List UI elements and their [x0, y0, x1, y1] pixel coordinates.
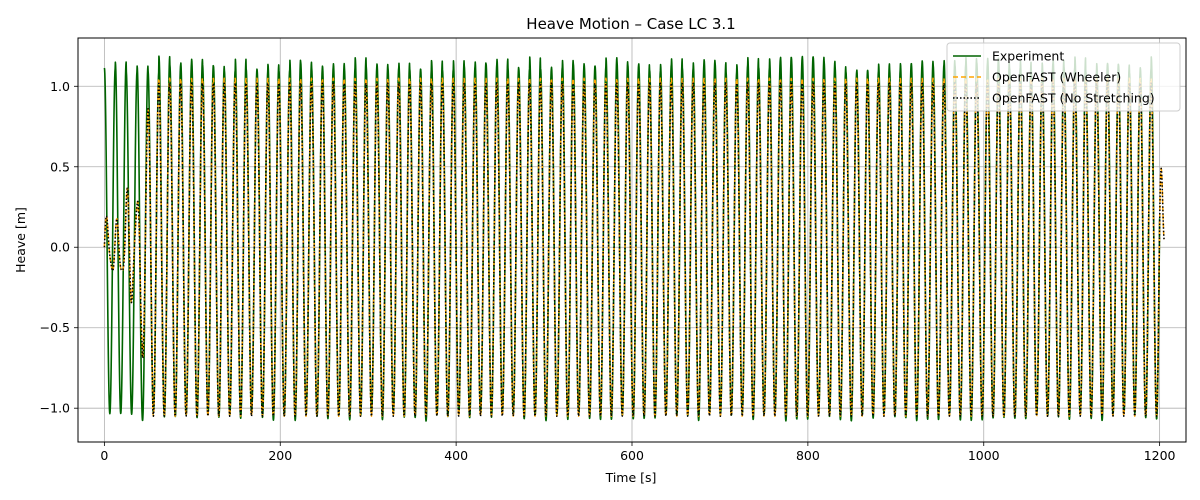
x-tick-label: 400 — [444, 448, 468, 463]
x-axis: 0 200 400 600 800 1000 1200 — [100, 442, 1176, 463]
y-tick-label: 1.0 — [50, 79, 70, 94]
x-tick-label: 1200 — [1144, 448, 1176, 463]
legend-box — [946, 42, 1181, 112]
x-axis-label: Time [s] — [605, 470, 657, 485]
y-tick-label: −0.5 — [40, 320, 70, 335]
x-tick-label: 800 — [796, 448, 820, 463]
y-axis-label: Heave [m] — [13, 207, 28, 273]
y-tick-label: 0.0 — [50, 240, 70, 255]
x-tick-label: 200 — [268, 448, 292, 463]
y-tick-label: −1.0 — [40, 401, 70, 416]
chart-title: Heave Motion – Case LC 3.1 — [526, 15, 735, 33]
x-tick-label: 600 — [620, 448, 644, 463]
y-axis: −1.0 −0.5 0.0 0.5 1.0 — [40, 79, 78, 416]
x-tick-label: 1000 — [968, 448, 1000, 463]
legend-label: OpenFAST (No Stretching) — [992, 91, 1155, 106]
y-tick-label: 0.5 — [50, 159, 70, 174]
legend: Experiment OpenFAST (Wheeler) OpenFAST (No… — [946, 42, 1181, 112]
legend-label: Experiment — [992, 49, 1064, 64]
legend-label: OpenFAST (Wheeler) — [992, 70, 1121, 85]
x-tick-label: 0 — [100, 448, 108, 463]
